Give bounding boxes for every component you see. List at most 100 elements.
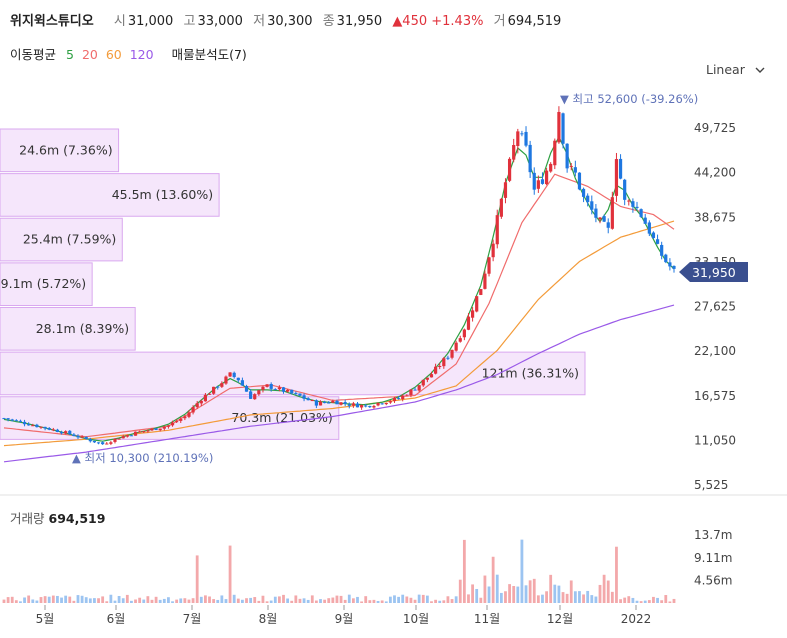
profile-bar [0, 217, 123, 262]
candle-body [643, 217, 647, 224]
volume-bar [610, 591, 614, 603]
ma20-line [3, 173, 675, 438]
volume-bar [532, 578, 536, 603]
candle-body [627, 200, 631, 202]
volume-bar [56, 595, 59, 603]
volume-bar [327, 598, 331, 603]
volume-bar [623, 597, 627, 603]
volume-bar [557, 585, 561, 603]
volume-value: 694,519 [507, 14, 562, 29]
volume-bar [310, 595, 314, 603]
volume-bar [204, 595, 207, 603]
volume-profile-toggle[interactable]: 매물분석도(7) [171, 47, 247, 62]
volume-bar [241, 599, 244, 603]
volume-bar [446, 596, 450, 603]
volume-bars [2, 539, 676, 603]
volume-bar [97, 598, 100, 603]
close-value: 31,950 [336, 14, 383, 29]
volume-bar [134, 599, 137, 603]
volume-bar [656, 597, 659, 603]
volume-bar [331, 597, 335, 603]
candle-body [109, 442, 113, 444]
volume-tick-label: 13.7m [694, 528, 732, 542]
volume-bar [545, 591, 548, 603]
volume-bar [586, 590, 590, 603]
candle-body [96, 442, 101, 444]
volume-bar [668, 601, 672, 603]
volume-bar [421, 594, 425, 603]
volume-bar [150, 599, 154, 603]
volume-caption-value: 694,519 [48, 511, 106, 526]
candle-body [372, 405, 376, 408]
candle-body [138, 431, 142, 433]
candle-body [142, 431, 146, 433]
volume-bar [462, 539, 466, 603]
volume-bar [158, 599, 162, 603]
volume-bar [117, 596, 121, 603]
current-price-text: 31,950 [692, 265, 736, 280]
scale-label: Linear [706, 62, 745, 77]
volume-bar [339, 595, 343, 603]
volume-bar [113, 600, 117, 603]
ma60-toggle[interactable]: 60 [105, 47, 122, 62]
volume-bar [458, 579, 462, 603]
volume-bar [606, 580, 610, 603]
volume-bar [438, 600, 442, 603]
open-label: 시 [113, 14, 126, 29]
candle-body [446, 357, 450, 359]
x-tick-label: 9월 [335, 612, 354, 626]
candle-body [470, 310, 475, 318]
candle-body [175, 421, 179, 423]
volume-bar [216, 599, 220, 603]
volume-bar [454, 596, 458, 603]
candle-body [573, 167, 577, 173]
ma120-toggle[interactable]: 120 [129, 47, 154, 62]
x-tick-label: 5월 [36, 612, 55, 626]
scale-selector[interactable]: Linear [706, 62, 765, 77]
volume-bar [121, 598, 125, 603]
candle-body [133, 431, 138, 436]
candle-body [433, 366, 438, 374]
volume-bar [167, 597, 170, 603]
volume-caption: 거래량 694,519 [10, 508, 105, 527]
volume-bar [302, 598, 306, 603]
volume-bar [323, 599, 327, 603]
candle-body [101, 442, 105, 445]
candle-body [281, 387, 286, 392]
volume-bar [376, 601, 380, 603]
volume-bar [647, 600, 651, 603]
volume-bar [368, 600, 372, 603]
ma5-toggle[interactable]: 5 [66, 47, 74, 62]
candle-body [22, 421, 27, 425]
volume-bar [672, 598, 676, 603]
open-value: 31,000 [127, 14, 174, 29]
candle-body [76, 435, 80, 438]
candle-body [191, 407, 195, 413]
ma20-toggle[interactable]: 20 [81, 47, 98, 62]
candle-body [532, 172, 536, 190]
candle-body [483, 273, 487, 289]
volume-bar [224, 599, 228, 603]
volume-bar [627, 596, 631, 603]
candle-body [614, 159, 619, 196]
candle-body [540, 179, 545, 184]
candle-body [507, 158, 512, 181]
candle-body [586, 195, 590, 203]
candle-body [113, 438, 117, 442]
volume-bar [64, 595, 68, 603]
volume-bar [146, 596, 150, 603]
candle-body [425, 377, 429, 380]
candle-body [323, 402, 327, 404]
profile-bar [0, 262, 93, 306]
candle-body [92, 440, 97, 443]
candle-body [569, 165, 573, 167]
candle-body [125, 435, 129, 437]
volume-bar [60, 597, 63, 603]
candle-body [277, 387, 281, 390]
volume-bar [528, 580, 532, 603]
volume-bar [76, 595, 80, 603]
candle-body [240, 380, 245, 386]
volume-bar [487, 586, 491, 603]
candle-body [647, 222, 651, 234]
